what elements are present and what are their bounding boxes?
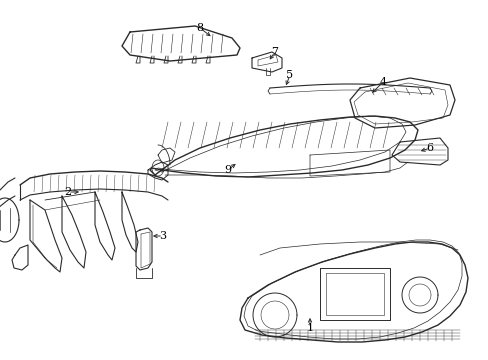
Text: 6: 6 xyxy=(426,143,433,153)
Text: 3: 3 xyxy=(159,231,166,241)
Text: 4: 4 xyxy=(379,77,386,87)
Text: 8: 8 xyxy=(196,23,203,33)
Text: 9: 9 xyxy=(224,165,231,175)
Text: 5: 5 xyxy=(286,70,293,80)
Text: 1: 1 xyxy=(306,323,313,333)
Text: 2: 2 xyxy=(64,187,71,197)
Text: 7: 7 xyxy=(271,47,278,57)
